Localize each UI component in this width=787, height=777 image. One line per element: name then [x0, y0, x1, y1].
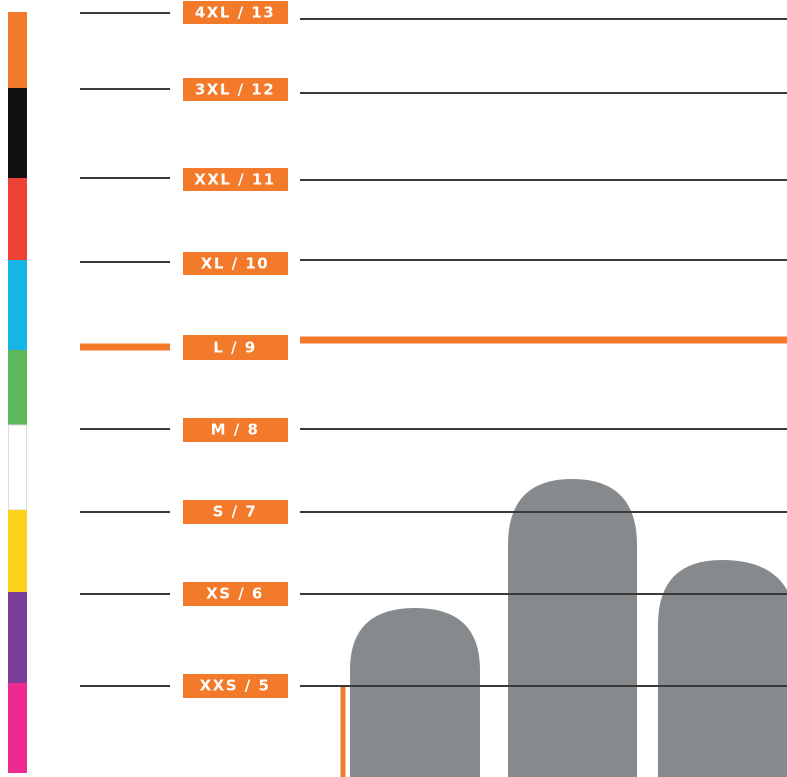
size-label: XS / 6	[206, 585, 264, 603]
size-label: XXS / 5	[200, 677, 271, 695]
strip-red	[8, 178, 27, 260]
size-row: XXL / 11	[80, 168, 787, 191]
strip-purple	[8, 592, 27, 683]
size-label: S / 7	[213, 503, 258, 521]
strip-green	[8, 350, 27, 425]
size-label: XL / 10	[201, 255, 269, 273]
strip-orange	[8, 12, 27, 88]
size-row: 4XL / 13	[80, 1, 787, 24]
finger	[350, 608, 480, 777]
size-label: L / 9	[213, 339, 256, 357]
finger	[658, 560, 787, 777]
size-label: 4XL / 13	[195, 4, 275, 22]
size-label: M / 8	[211, 421, 260, 439]
size-row: M / 8	[80, 418, 787, 442]
strip-yellow	[8, 510, 27, 592]
finger	[508, 479, 637, 777]
strip-pink	[8, 683, 27, 773]
size-row: 3XL / 12	[80, 78, 787, 101]
strip-black	[8, 88, 27, 178]
size-label: 3XL / 12	[195, 81, 275, 99]
color-strip	[8, 12, 27, 773]
strip-white	[9, 425, 27, 510]
size-label: XXL / 11	[194, 171, 276, 189]
size-row: XL / 10	[80, 252, 787, 275]
strip-cyan	[8, 260, 27, 350]
size-chart: 4XL / 13 3XL / 12 XXL / 11 XL / 10 L / 9	[0, 0, 787, 777]
size-row: L / 9	[80, 335, 787, 360]
size-rows: 4XL / 13 3XL / 12 XXL / 11 XL / 10 L / 9	[80, 1, 787, 698]
size-row: S / 7	[80, 500, 787, 524]
hand	[343, 479, 787, 777]
